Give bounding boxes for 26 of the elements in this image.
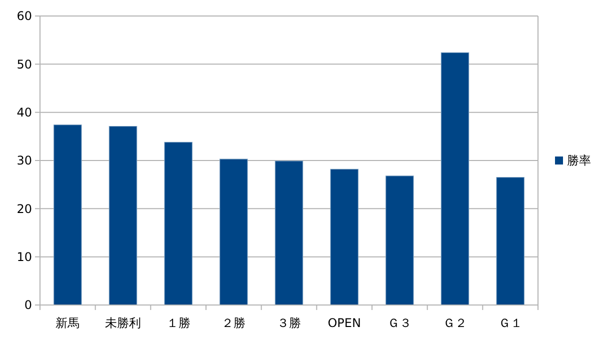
bar: [108, 126, 138, 306]
bar: [440, 52, 470, 306]
legend-label: 勝率: [567, 154, 591, 168]
y-tick-label: 0: [24, 298, 32, 312]
bar: [164, 142, 192, 306]
y-tick-label: 50: [16, 57, 32, 72]
bar: [496, 177, 524, 306]
bar: [220, 158, 248, 306]
x-tick-label: ３勝: [277, 316, 301, 330]
x-tick-label: ２勝: [222, 316, 246, 330]
y-tick-label: 40: [16, 106, 32, 120]
x-tick-label: １勝: [166, 316, 190, 330]
bar: [386, 176, 414, 306]
bar: [330, 168, 358, 306]
x-tick-label: Ｇ１: [498, 316, 522, 330]
y-tick-label: 20: [16, 202, 32, 216]
x-tick-label: Ｇ３: [388, 316, 412, 330]
x-tick-label: 新馬: [56, 316, 80, 330]
x-tick-label: Ｇ２: [443, 316, 467, 330]
x-tick-label: OPEN: [328, 316, 361, 330]
bar: [274, 160, 304, 306]
y-tick-label: 10: [16, 250, 32, 264]
y-tick-label: 60: [16, 9, 32, 24]
x-tick-label: 未勝利: [105, 316, 141, 330]
y-tick-label: 30: [16, 154, 32, 168]
bar: [54, 124, 82, 306]
